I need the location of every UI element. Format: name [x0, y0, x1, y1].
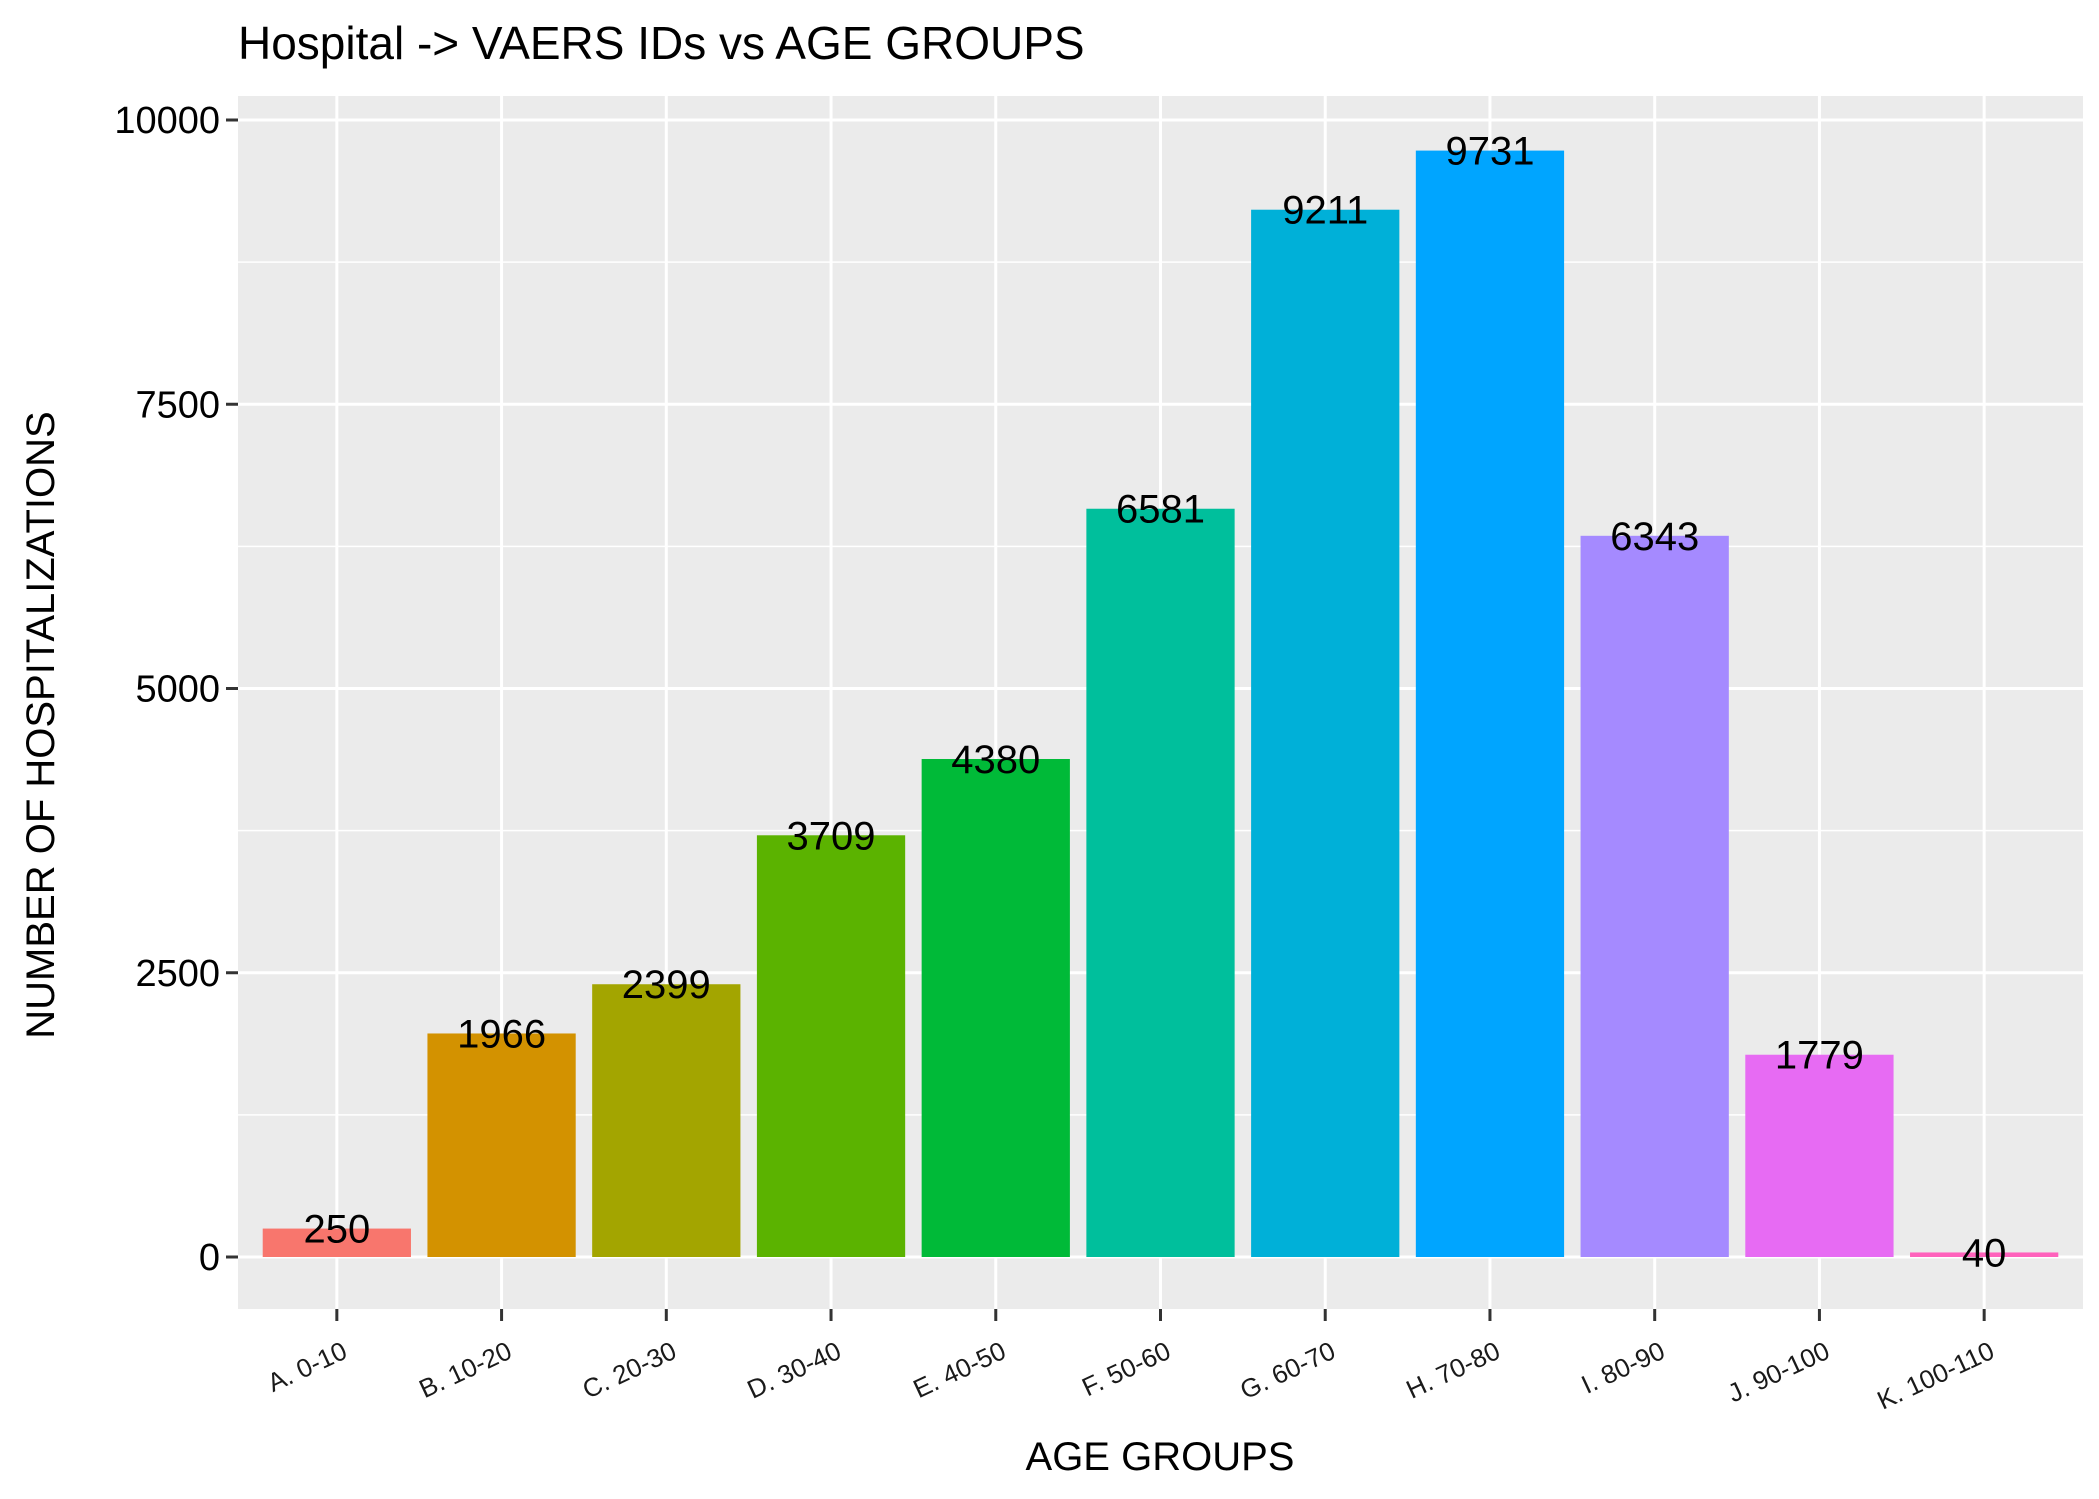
value-label: 9731	[1445, 130, 1534, 174]
value-label: 6581	[1116, 488, 1205, 532]
bar	[921, 758, 1070, 1257]
bar	[1415, 150, 1565, 1257]
y-tick-label: 2500	[135, 953, 220, 995]
x-tick-label: D. 30-40	[743, 1335, 846, 1404]
x-tick-label: F. 50-60	[1077, 1335, 1175, 1402]
x-tick-label: K. 100-110	[1872, 1335, 1998, 1415]
y-tick-label: 5000	[135, 669, 220, 711]
value-label: 1966	[457, 1012, 546, 1056]
x-axis: A. 0-10 B. 10-20 C. 20-30 D. 30-40 E. 40-50 F…	[263, 1309, 1999, 1415]
x-tick-label: B. 10-20	[414, 1335, 516, 1404]
y-tick-label: 7500	[135, 384, 220, 426]
x-axis-title: AGE GROUPS	[1026, 1435, 1295, 1479]
bar	[1910, 1252, 2059, 1257]
x-tick-label: A. 0-10	[263, 1335, 352, 1398]
value-label: 6343	[1610, 515, 1699, 559]
bar	[1745, 1054, 1894, 1257]
bar	[427, 1033, 576, 1257]
y-tick-label: 0	[199, 1237, 220, 1279]
bar	[1580, 535, 1729, 1257]
bar	[1251, 209, 1400, 1257]
x-tick-label: H. 70-80	[1401, 1335, 1504, 1404]
value-label: 3709	[787, 814, 876, 858]
y-tick-label: 10000	[114, 100, 220, 142]
bar	[262, 1228, 411, 1257]
value-label: 250	[303, 1208, 370, 1252]
value-labels: 250 1966 2399 3709 4380 6581 9211 9731 6343 1779 4…	[303, 130, 2006, 1276]
chart-title: Hospital -> VAERS IDs vs AGE GROUPS	[238, 17, 1085, 69]
x-tick-label: C. 20-30	[578, 1335, 681, 1404]
bar	[1086, 508, 1235, 1257]
bars	[262, 150, 2059, 1257]
bar	[592, 984, 741, 1257]
value-label: 2399	[622, 963, 711, 1007]
value-label: 4380	[951, 738, 1040, 782]
x-tick-label: I. 80-90	[1577, 1335, 1670, 1399]
x-tick-label: E. 40-50	[909, 1335, 1011, 1404]
y-axis-title: NUMBER OF HOSPITALIZATIONS	[19, 411, 63, 1038]
x-tick-label: G. 60-70	[1235, 1335, 1339, 1405]
value-label: 40	[1962, 1231, 2007, 1275]
value-label: 9211	[1282, 189, 1368, 233]
x-tick-label: J. 90-100	[1723, 1335, 1834, 1408]
bar	[756, 835, 906, 1257]
y-axis: 0 2500 5000 7500 10000	[114, 100, 238, 1279]
value-label: 1779	[1775, 1034, 1864, 1078]
